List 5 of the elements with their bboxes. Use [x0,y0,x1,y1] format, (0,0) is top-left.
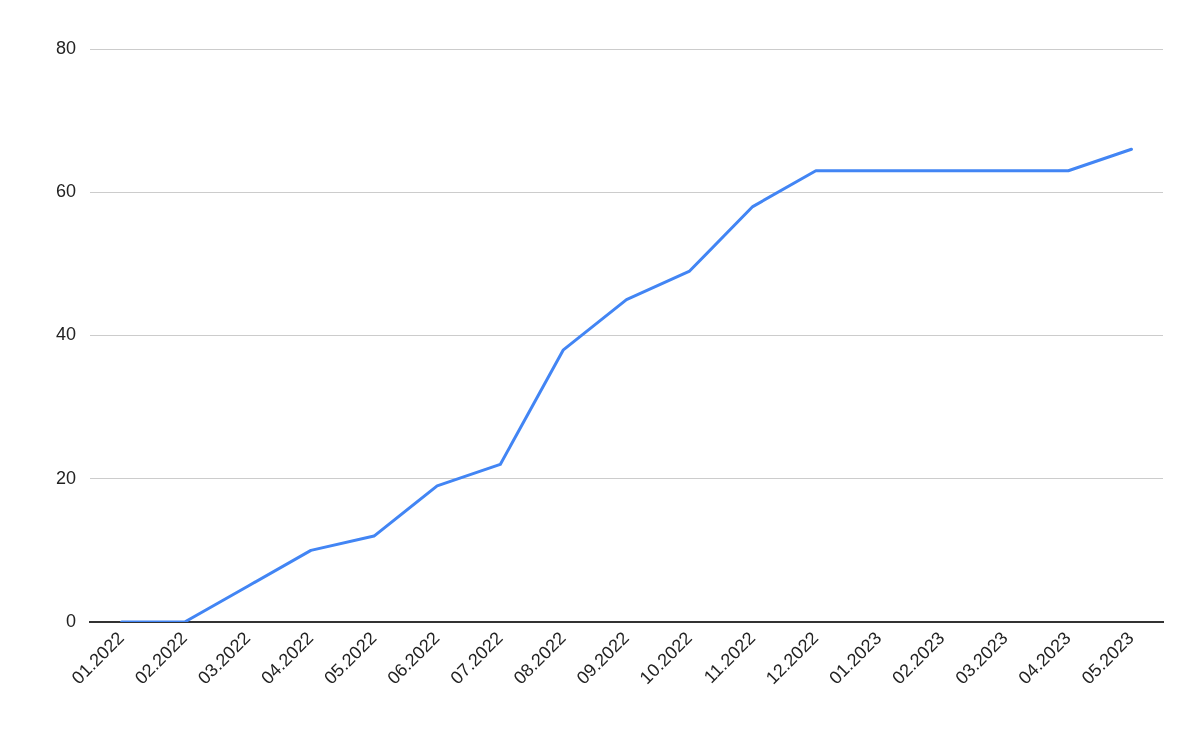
y-tick-label: 0 [65,610,76,631]
y-tick-label: 80 [55,37,76,58]
y-tick-label: 40 [55,324,76,345]
y-tick-label: 60 [55,181,76,202]
y-tick-label: 20 [55,467,76,488]
